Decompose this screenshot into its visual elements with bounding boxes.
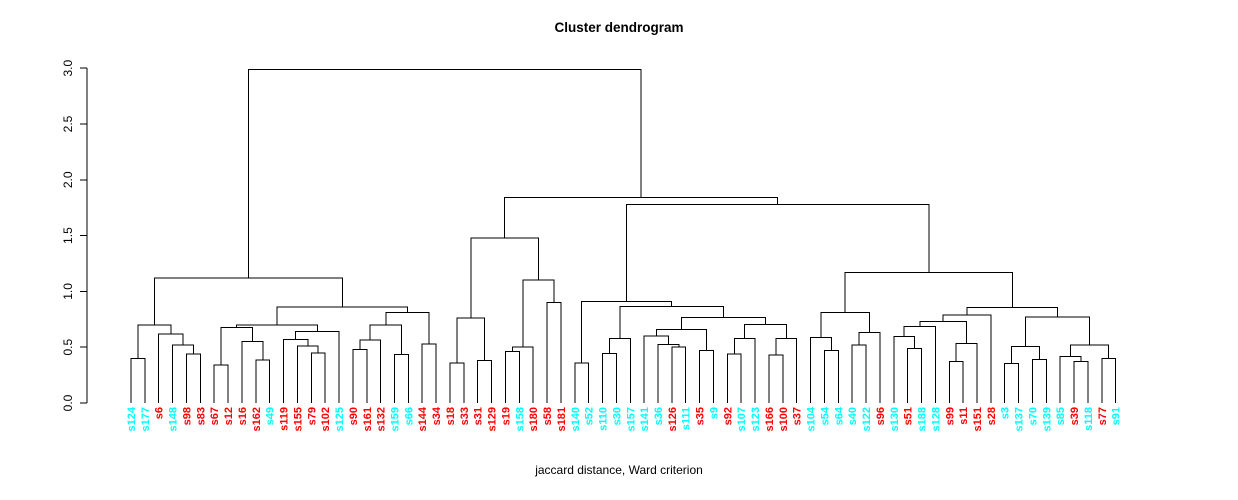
- leaf-label: s79: [306, 407, 318, 425]
- leaf-label: s126: [667, 407, 679, 431]
- leaf-label: s31: [473, 407, 485, 425]
- leaf-label: s111: [681, 407, 693, 430]
- leaf-label: s9: [708, 407, 720, 419]
- leaf-label: s100: [778, 407, 790, 431]
- leaf-label: s49: [265, 407, 277, 425]
- leaf-label: s66: [403, 407, 415, 425]
- leaf-label: s166: [764, 407, 776, 431]
- leaf-label: s92: [722, 407, 734, 425]
- leaf-label: s99: [944, 407, 956, 425]
- x-axis-caption: jaccard distance, Ward criterion: [535, 463, 703, 477]
- leaf-label: s128: [930, 407, 942, 431]
- leaf-label: s12: [223, 407, 235, 425]
- leaf-label: s144: [417, 406, 429, 431]
- leaf-label: s118: [1083, 407, 1095, 431]
- leaf-label: s18: [445, 407, 457, 425]
- leaf-label: s83: [195, 407, 207, 425]
- leaf-label: s180: [528, 407, 540, 431]
- y-axis-tick-label: 1.0: [61, 283, 75, 300]
- leaf-label: s148: [168, 407, 180, 431]
- leaf-label: s102: [320, 407, 332, 431]
- leaf-label: s70: [1027, 407, 1039, 425]
- leaf-label: s140: [570, 407, 582, 431]
- y-axis-tick-label: 0.0: [61, 394, 75, 411]
- leaf-label: s161: [362, 407, 374, 431]
- leaf-label: s34: [431, 406, 443, 425]
- y-axis: [80, 67, 88, 404]
- leaf-label: s122: [861, 407, 873, 431]
- leaf-label: s11: [958, 407, 970, 425]
- leaf-label: s54: [819, 406, 831, 425]
- leaf-label: s64: [833, 406, 845, 425]
- leaf-label: s124: [126, 406, 138, 431]
- leaf-label: s39: [1069, 407, 1081, 425]
- leaf-label: s132: [376, 407, 388, 431]
- leaf-label: s51: [903, 407, 915, 425]
- leaf-label: s40: [847, 407, 859, 425]
- leaf-labels: s124 s177 s6 s148 s98 s83 s67 s12 s16 s162 s49 s119…: [126, 406, 1123, 431]
- leaf-label: s158: [514, 407, 526, 431]
- leaf-label: s16: [237, 407, 249, 425]
- leaf-label: s155: [292, 407, 304, 431]
- leaf-label: s151: [972, 407, 984, 431]
- leaf-label: s157: [625, 407, 637, 431]
- leaf-label: s159: [390, 407, 402, 431]
- leaf-label: s36: [653, 407, 665, 425]
- leaf-label: s33: [459, 407, 471, 425]
- leaf-label: s91: [1111, 407, 1123, 425]
- leaf-label: s129: [487, 407, 499, 431]
- leaf-label: s90: [348, 407, 360, 425]
- leaf-label: s6: [154, 407, 166, 419]
- leaf-label: s162: [251, 407, 263, 431]
- leaf-label: s107: [736, 407, 748, 431]
- y-axis-tick-label: 2.5: [61, 115, 75, 132]
- chart-title: Cluster dendrogram: [554, 20, 684, 35]
- leaf-label: s188: [917, 407, 929, 431]
- leaf-label: s3: [1000, 407, 1012, 419]
- leaf-label: s139: [1041, 407, 1053, 431]
- tree-branches: [130, 68, 1117, 403]
- y-axis-tick-label: 3.0: [61, 60, 75, 77]
- leaf-label: s119: [279, 407, 291, 431]
- leaf-label: s67: [209, 407, 221, 425]
- y-axis-tick-label: 0.5: [61, 339, 75, 356]
- leaf-label: s35: [695, 407, 707, 425]
- leaf-label: s98: [181, 407, 193, 425]
- leaf-label: s110: [598, 407, 610, 431]
- leaf-label: s77: [1097, 407, 1109, 425]
- leaf-label: s125: [334, 407, 346, 431]
- y-axis-tick-label: 2.0: [61, 171, 75, 188]
- leaf-label: s137: [1014, 407, 1026, 431]
- leaf-label: s37: [792, 407, 804, 425]
- leaf-label: s96: [875, 407, 887, 425]
- leaf-label: s141: [639, 407, 651, 431]
- leaf-label: s28: [986, 407, 998, 425]
- leaf-label: s181: [556, 407, 568, 431]
- leaf-label: s30: [611, 407, 623, 425]
- leaf-label: s177: [140, 407, 152, 431]
- leaf-label: s19: [500, 407, 512, 425]
- leaf-label: s130: [889, 407, 901, 431]
- leaf-label: s85: [1055, 407, 1067, 425]
- leaf-label: s123: [750, 407, 762, 431]
- leaf-label: s52: [584, 407, 596, 425]
- leaf-label: s58: [542, 407, 554, 425]
- y-axis-tick-label: 1.5: [61, 227, 75, 244]
- leaf-label: s104: [806, 406, 818, 431]
